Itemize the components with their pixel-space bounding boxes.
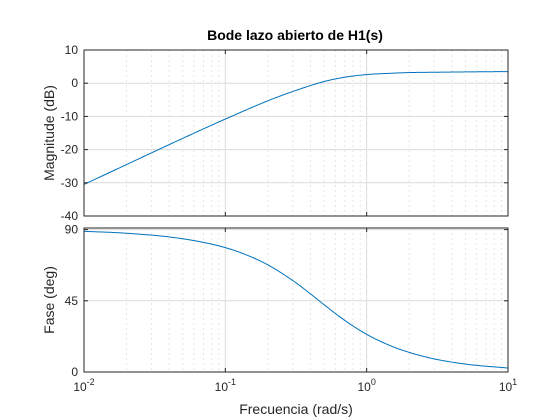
x-tick-label: 10-1 <box>215 377 236 394</box>
magnitude-y-tick-label: -40 <box>61 209 79 223</box>
magnitude-y-tick-label: -30 <box>61 176 79 190</box>
magnitude-y-label: Magnitude (dB) <box>41 85 57 181</box>
x-tick-label: 10-2 <box>73 377 94 394</box>
magnitude-series <box>83 71 509 185</box>
phase-y-label: Fase (deg) <box>41 266 57 334</box>
x-tick-label: 100 <box>357 377 375 394</box>
x-tick-label: 101 <box>499 377 517 394</box>
chart-title: Bode lazo abierto de H1(s) <box>207 27 383 43</box>
phase-panel: 90 45 0 Fase (deg) <box>41 223 509 379</box>
x-axis-label: Frecuencia (rad/s) <box>239 401 353 417</box>
magnitude-y-tick-label: -10 <box>61 109 79 123</box>
magnitude-panel: 10 0 -10 -20 -30 -40 Magnitude (dB) <box>41 43 509 223</box>
phase-axes-box <box>83 227 509 373</box>
x-tick-labels: 10-2 10-1 100 101 <box>73 377 517 394</box>
magnitude-y-tick-label: 0 <box>71 76 78 90</box>
phase-y-tick-label: 90 <box>65 223 79 237</box>
phase-y-ticks: 90 45 0 <box>65 223 509 379</box>
magnitude-curve <box>83 71 509 185</box>
phase-series <box>83 230 509 369</box>
magnitude-y-tick-label: 10 <box>65 43 79 57</box>
magnitude-y-tick-label: -20 <box>61 143 79 157</box>
magnitude-axes-box <box>83 49 509 217</box>
magnitude-y-ticks: 10 0 -10 -20 -30 -40 <box>61 43 509 223</box>
phase-y-tick-label: 45 <box>65 294 79 308</box>
phase-curve <box>83 230 509 369</box>
phase-y-tick-label: 0 <box>71 365 78 379</box>
